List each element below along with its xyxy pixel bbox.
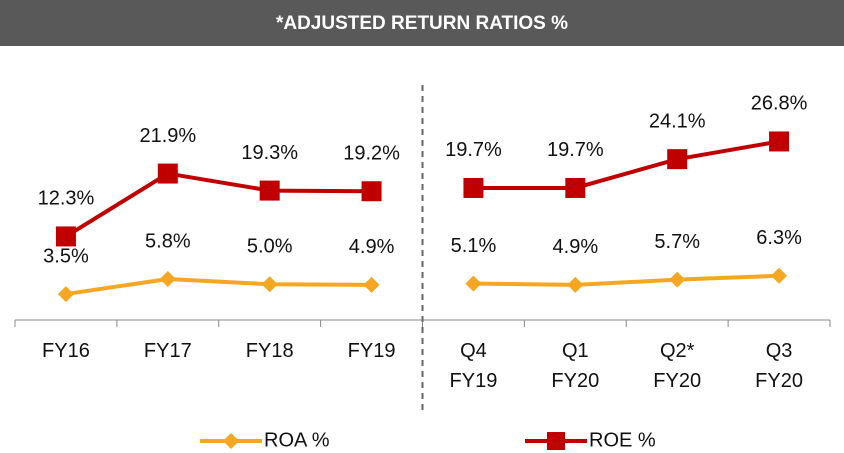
marker bbox=[363, 276, 380, 293]
marker bbox=[771, 267, 788, 284]
data-label: 5.1% bbox=[451, 235, 497, 257]
marker bbox=[157, 163, 178, 184]
series-line bbox=[473, 273, 780, 287]
data-label: 3.5% bbox=[43, 245, 89, 267]
x-tick-label: FY18 bbox=[246, 340, 294, 362]
legend-marker bbox=[223, 433, 239, 449]
marker bbox=[261, 276, 278, 293]
x-tick-label: Q4 FY19 bbox=[450, 340, 498, 392]
marker bbox=[465, 275, 482, 292]
marker bbox=[667, 149, 688, 170]
chart-title: *ADJUSTED RETURN RATIOS % bbox=[276, 13, 568, 34]
x-tick-label: FY16 bbox=[42, 340, 90, 362]
data-label: 5.7% bbox=[654, 231, 700, 253]
legend-label: ROA % bbox=[264, 429, 330, 451]
marker bbox=[259, 180, 280, 201]
marker bbox=[669, 271, 686, 288]
data-label: 5.0% bbox=[247, 236, 293, 258]
data-label: 12.3% bbox=[38, 188, 95, 210]
series-line bbox=[473, 139, 780, 190]
x-tick-label: Q1 FY20 bbox=[551, 340, 599, 392]
marker bbox=[57, 286, 74, 303]
marker bbox=[567, 276, 584, 293]
x-tick-label: Q2* FY20 bbox=[653, 340, 701, 392]
x-tick-label: Q3 FY20 bbox=[755, 340, 803, 392]
legend-label: ROE % bbox=[589, 429, 656, 451]
data-label: 5.8% bbox=[145, 230, 191, 252]
data-label: 4.9% bbox=[349, 236, 395, 258]
series-line bbox=[65, 277, 372, 297]
marker bbox=[361, 181, 382, 202]
data-label: 26.8% bbox=[751, 93, 808, 115]
marker bbox=[565, 177, 586, 198]
series-line bbox=[64, 171, 372, 239]
legend-marker bbox=[547, 432, 565, 450]
marker bbox=[159, 271, 176, 288]
data-label: 4.9% bbox=[553, 236, 599, 258]
data-label: 19.7% bbox=[547, 139, 604, 161]
x-tick-label: FY19 bbox=[348, 340, 396, 362]
data-label: 19.2% bbox=[343, 143, 400, 165]
marker bbox=[55, 226, 76, 247]
marker bbox=[769, 131, 790, 152]
header-bar bbox=[0, 0, 844, 46]
marker bbox=[463, 177, 484, 198]
data-label: 21.9% bbox=[139, 125, 196, 147]
data-label: 24.1% bbox=[649, 110, 706, 132]
data-label: 19.7% bbox=[445, 139, 502, 161]
x-tick-label: FY17 bbox=[144, 340, 192, 362]
data-label: 19.3% bbox=[241, 142, 298, 164]
data-label: 6.3% bbox=[756, 227, 802, 249]
